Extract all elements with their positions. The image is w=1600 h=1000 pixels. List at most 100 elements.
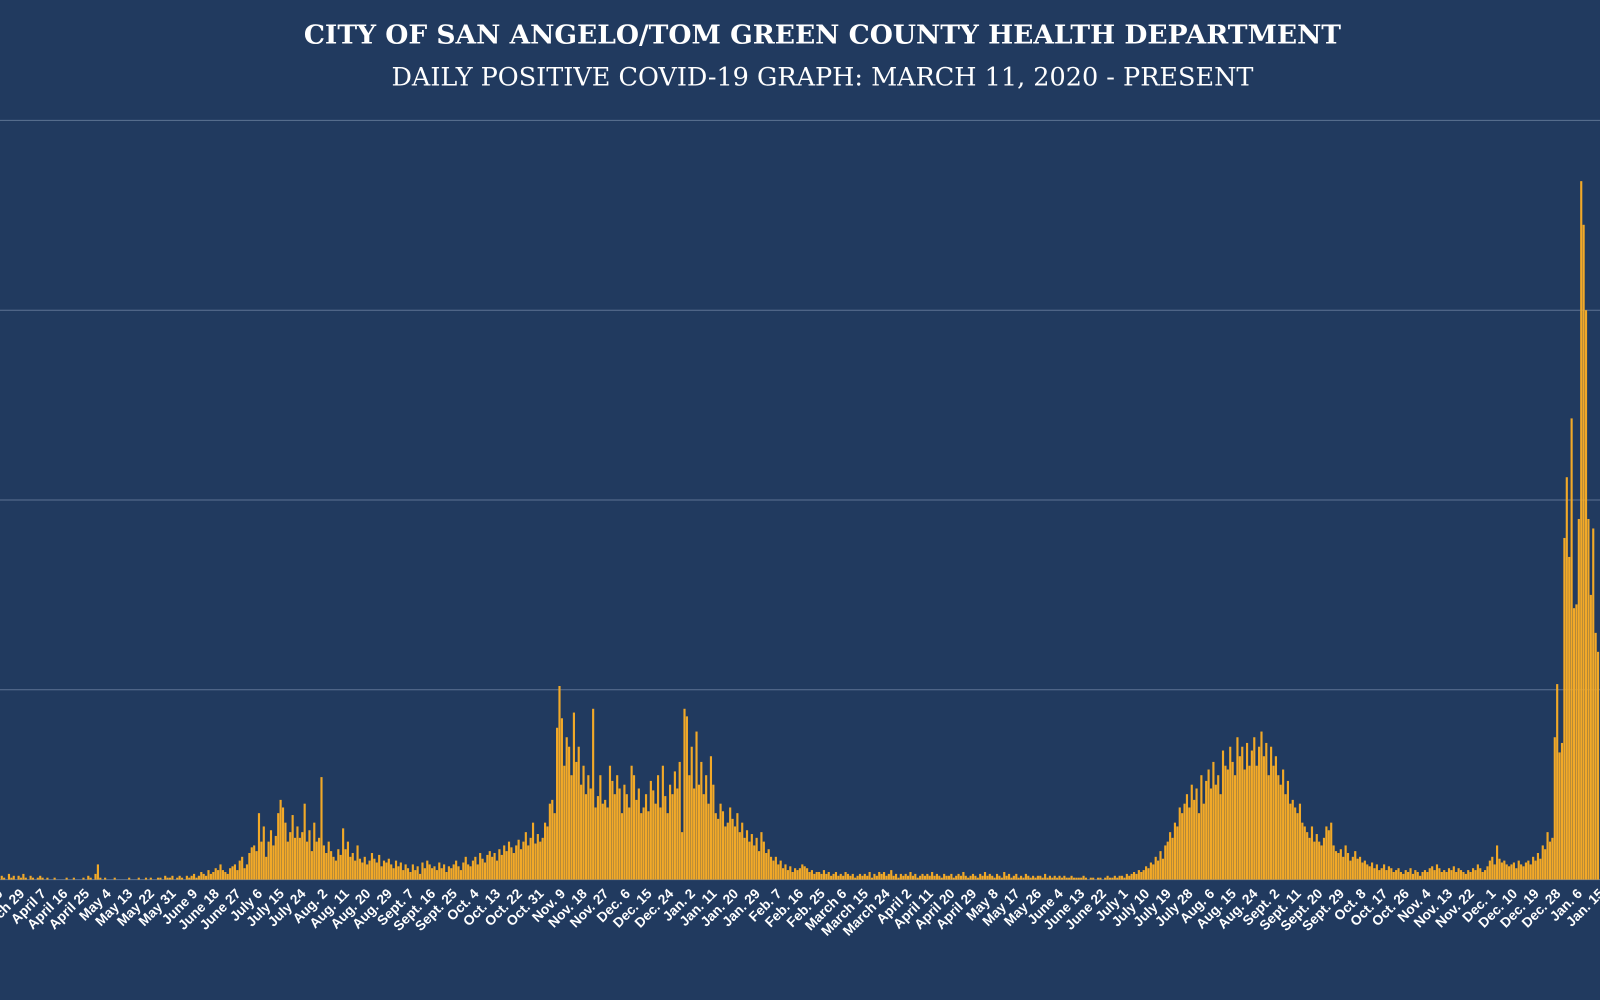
bar	[712, 784, 715, 880]
bar	[1409, 868, 1412, 880]
bar	[580, 784, 583, 880]
bar	[760, 832, 763, 880]
bar	[1118, 875, 1121, 880]
bar	[293, 837, 297, 880]
bar	[1491, 856, 1494, 880]
bar	[991, 875, 994, 880]
bar	[260, 841, 263, 880]
bar	[806, 868, 809, 880]
bar	[548, 803, 551, 880]
bar	[594, 807, 597, 880]
bar	[726, 822, 729, 880]
bar	[628, 807, 631, 880]
bar	[233, 864, 237, 880]
bar	[558, 686, 561, 880]
bar	[769, 856, 773, 880]
bar	[1161, 858, 1164, 880]
bar	[274, 835, 277, 880]
bar	[94, 873, 97, 880]
bar	[318, 837, 321, 880]
bar	[1527, 860, 1530, 880]
bar	[705, 775, 708, 880]
bar	[902, 875, 905, 880]
bar	[1371, 862, 1374, 880]
bar	[265, 856, 268, 880]
bar	[361, 862, 364, 880]
bar	[909, 872, 912, 880]
bar	[921, 873, 924, 880]
bar	[36, 877, 39, 880]
bar	[65, 877, 68, 880]
bar	[387, 858, 390, 880]
bar	[1339, 849, 1342, 880]
bar	[221, 870, 224, 880]
bar	[344, 849, 347, 880]
bar	[1003, 872, 1006, 880]
bar	[1226, 769, 1229, 880]
bar	[255, 851, 258, 880]
bar	[1582, 224, 1585, 880]
bar	[1532, 856, 1535, 880]
bar	[1592, 528, 1595, 880]
bar	[940, 877, 943, 880]
bar	[498, 849, 501, 880]
bar	[688, 775, 691, 880]
bar	[1024, 873, 1027, 880]
bar	[1181, 813, 1184, 880]
bar	[1099, 877, 1102, 880]
bar	[243, 868, 246, 880]
bar	[519, 849, 523, 880]
bar	[1231, 761, 1234, 880]
bar	[1113, 875, 1116, 880]
bar	[894, 873, 898, 880]
bar	[366, 864, 369, 880]
bar	[995, 873, 999, 880]
bar	[529, 837, 532, 880]
bar	[402, 870, 405, 880]
bar	[1407, 872, 1410, 880]
bar	[736, 813, 739, 880]
bar	[536, 834, 539, 880]
bar	[1207, 769, 1210, 880]
bar	[916, 877, 919, 880]
bar	[676, 788, 679, 880]
bar	[1012, 875, 1015, 880]
bar	[418, 873, 422, 880]
bar	[608, 765, 612, 880]
bar	[149, 877, 152, 880]
bar	[1289, 803, 1292, 880]
bar	[1428, 868, 1431, 880]
bar	[808, 872, 811, 880]
bar	[827, 872, 830, 880]
bar	[399, 862, 402, 880]
bar	[41, 877, 44, 880]
bar	[1572, 608, 1576, 880]
bar	[904, 873, 907, 880]
bar	[1053, 875, 1056, 880]
bar	[952, 877, 955, 880]
bar	[572, 712, 575, 880]
bar	[1452, 866, 1455, 880]
bar	[281, 807, 285, 880]
bar	[1503, 860, 1506, 880]
bar	[171, 875, 174, 880]
bar	[1036, 875, 1039, 880]
bar	[440, 868, 443, 880]
bar	[861, 875, 864, 880]
bar	[818, 872, 821, 880]
bar	[431, 868, 434, 880]
bar	[791, 872, 794, 880]
bar	[1397, 868, 1400, 880]
bar	[214, 868, 217, 880]
bar	[947, 875, 951, 880]
bar	[1092, 877, 1095, 880]
bar	[748, 841, 751, 880]
bar	[1529, 864, 1532, 880]
bar	[296, 826, 299, 880]
bar	[1286, 780, 1290, 880]
bar	[911, 875, 914, 880]
bar	[156, 877, 160, 880]
bar	[459, 870, 462, 880]
bar	[1361, 862, 1364, 880]
bar	[226, 873, 229, 880]
